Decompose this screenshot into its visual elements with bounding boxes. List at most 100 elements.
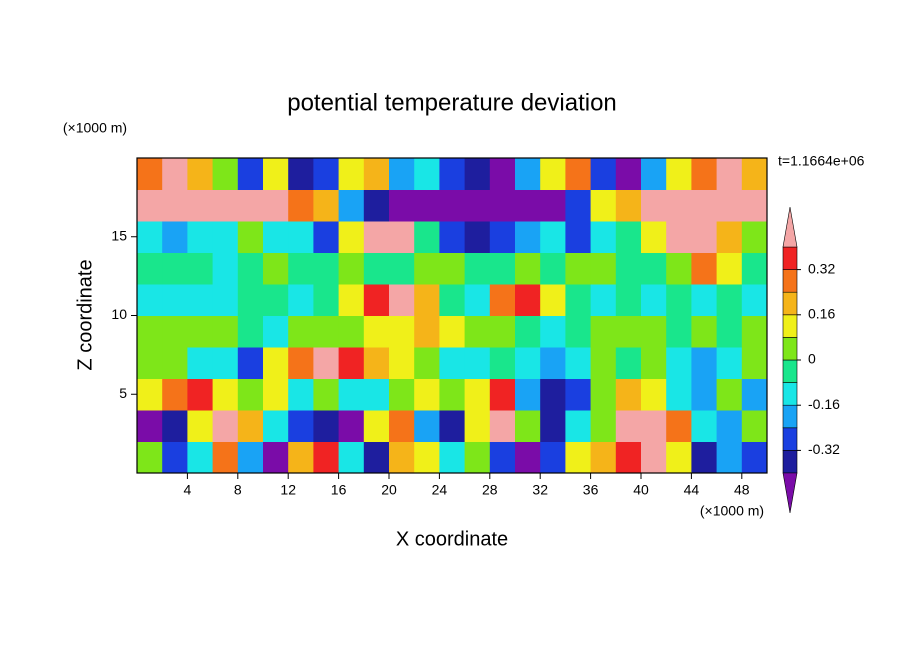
contour-cell bbox=[565, 284, 592, 316]
contour-cell bbox=[464, 158, 491, 190]
x-tick-label: 20 bbox=[381, 482, 397, 498]
contour-cell bbox=[716, 347, 743, 379]
contour-cell bbox=[691, 347, 718, 379]
contour-cell bbox=[237, 284, 264, 316]
contour-cell bbox=[263, 284, 289, 316]
contour-cell bbox=[666, 189, 692, 222]
contour-cell bbox=[137, 315, 163, 348]
contour-cell bbox=[716, 189, 743, 222]
contour-cell bbox=[338, 252, 365, 285]
colorbar-box bbox=[782, 269, 798, 293]
contour-cell bbox=[162, 252, 188, 285]
contour-cell bbox=[137, 189, 163, 222]
contour-cell bbox=[565, 441, 592, 474]
contour-cell bbox=[338, 410, 365, 442]
contour-cell bbox=[313, 252, 340, 285]
contour-cell bbox=[263, 347, 289, 379]
contour-cell bbox=[389, 189, 415, 222]
contour-cell bbox=[691, 378, 718, 411]
chart-title: potential temperature deviation bbox=[287, 89, 617, 116]
contour-cell bbox=[212, 378, 239, 411]
contour-cell bbox=[515, 410, 541, 442]
contour-cell bbox=[363, 315, 390, 348]
contour-cell bbox=[666, 252, 692, 285]
contour-cell bbox=[439, 252, 466, 285]
contour-cell bbox=[489, 221, 516, 253]
contour-cell bbox=[212, 410, 239, 442]
contour-cell bbox=[615, 284, 642, 316]
contour-cell bbox=[212, 441, 239, 474]
contour-cell bbox=[288, 252, 314, 285]
contour-cell bbox=[590, 315, 617, 348]
contour-cell bbox=[389, 315, 415, 348]
contour-cell bbox=[237, 315, 264, 348]
contour-cell bbox=[515, 378, 541, 411]
contour-cell bbox=[540, 189, 566, 222]
contour-cell bbox=[691, 189, 718, 222]
contour-cell bbox=[237, 378, 264, 411]
contour-cell bbox=[313, 284, 340, 316]
contour-cell bbox=[288, 378, 314, 411]
contour-cell bbox=[363, 378, 390, 411]
contour-cell bbox=[363, 189, 390, 222]
y-tick-label: 15 bbox=[111, 227, 127, 243]
contour-cell bbox=[414, 378, 440, 411]
contour-cell bbox=[187, 315, 214, 348]
colorbar-box bbox=[782, 246, 798, 270]
contour-cell bbox=[464, 221, 491, 253]
contour-cell bbox=[389, 410, 415, 442]
contour-cell bbox=[489, 410, 516, 442]
colorbar-tick-label: 0.16 bbox=[808, 306, 835, 322]
contour-cell bbox=[565, 410, 592, 442]
contour-cell bbox=[716, 158, 743, 190]
contour-cell bbox=[741, 189, 768, 222]
contour-cell bbox=[741, 410, 768, 442]
contour-cell bbox=[363, 410, 390, 442]
contour-cell bbox=[641, 284, 667, 316]
contour-cell bbox=[439, 378, 466, 411]
contour-cell bbox=[363, 347, 390, 379]
contour-cell bbox=[741, 315, 768, 348]
contour-cell bbox=[237, 347, 264, 379]
contour-cell bbox=[515, 284, 541, 316]
contour-cell bbox=[137, 410, 163, 442]
contour-cell bbox=[590, 378, 617, 411]
contour-cell bbox=[137, 252, 163, 285]
contour-cell bbox=[716, 284, 743, 316]
contour-cell bbox=[540, 284, 566, 316]
contour-cell bbox=[540, 441, 566, 474]
contour-cell bbox=[263, 410, 289, 442]
contour-cell bbox=[338, 221, 365, 253]
contour-cell bbox=[464, 189, 491, 222]
contour-cell bbox=[489, 284, 516, 316]
contour-cell bbox=[187, 221, 214, 253]
x-tick-label: 4 bbox=[184, 482, 192, 498]
contour-cell bbox=[615, 378, 642, 411]
contour-cell bbox=[363, 441, 390, 474]
contour-cell bbox=[590, 284, 617, 316]
y-axis-label: Z coordinate bbox=[74, 259, 96, 370]
contour-cell bbox=[187, 347, 214, 379]
contour-cell bbox=[212, 284, 239, 316]
contour-cell bbox=[338, 158, 365, 190]
contour-cell bbox=[590, 158, 617, 190]
contour-cell bbox=[691, 221, 718, 253]
contour-cell bbox=[263, 158, 289, 190]
contour-cell bbox=[288, 221, 314, 253]
contour-cell bbox=[641, 441, 667, 474]
contour-cell bbox=[464, 252, 491, 285]
contour-cell bbox=[464, 284, 491, 316]
contour-cell bbox=[489, 378, 516, 411]
contour-cell bbox=[162, 441, 188, 474]
contour-cell bbox=[187, 158, 214, 190]
contour-cell bbox=[489, 252, 516, 285]
contour-cell bbox=[162, 158, 188, 190]
contour-cell bbox=[263, 315, 289, 348]
contour-cell bbox=[641, 189, 667, 222]
contour-cell bbox=[187, 410, 214, 442]
contour-cell bbox=[162, 315, 188, 348]
contour-cell bbox=[641, 347, 667, 379]
contour-cell bbox=[464, 441, 491, 474]
contour-cell bbox=[237, 189, 264, 222]
